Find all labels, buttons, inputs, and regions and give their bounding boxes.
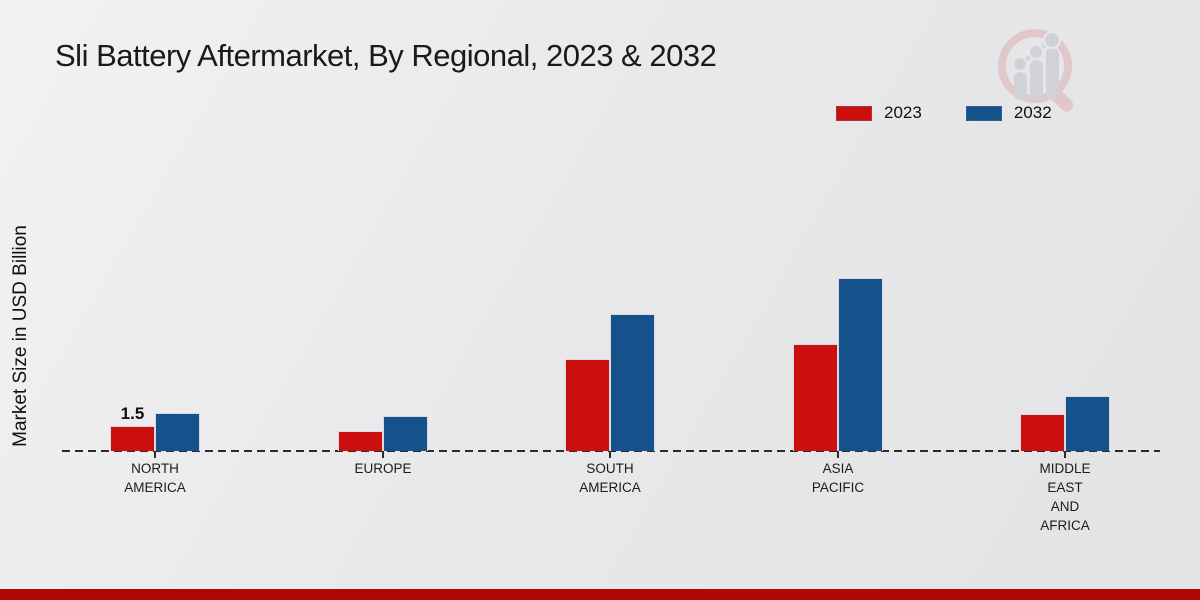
- x-axis-tick: [382, 451, 384, 458]
- bar-2023-europe: [338, 431, 383, 451]
- bar-value-label: 1.5: [120, 404, 145, 423]
- bar-2023-middle-east-and-africa: [1020, 414, 1065, 451]
- bar-2023-south-america: [565, 359, 610, 451]
- legend-item-2032: 2032: [965, 103, 1052, 123]
- legend-label-2023: 2023: [884, 103, 922, 122]
- legend-label-2032: 2032: [1013, 103, 1052, 122]
- x-axis-tick: [1064, 451, 1066, 458]
- chart-title: Sli Battery Aftermarket, By Regional, 20…: [55, 38, 717, 73]
- bar-2032-asia-pacific: [838, 278, 883, 451]
- legend-swatch-2032: [965, 105, 1002, 121]
- magnifier-bar-chart-logo-icon: [992, 22, 1082, 119]
- legend-swatch-2023: [836, 105, 872, 121]
- category-label-europe: EUROPE: [354, 461, 412, 476]
- bar-2032-middle-east-and-africa: [1065, 396, 1110, 451]
- legend-item-2023: 2023: [836, 103, 922, 123]
- bar-2032-south-america: [610, 314, 655, 451]
- x-axis-tick: [154, 451, 156, 458]
- x-axis-line: [62, 450, 1160, 452]
- bar-2023-north-america: [110, 426, 155, 451]
- category-label-south-america: SOUTH AMERICA: [579, 461, 641, 495]
- category-label-middle-east-and-africa: MIDDLE EAST AND AFRICA: [1039, 461, 1091, 533]
- x-axis-tick: [837, 451, 839, 458]
- legend: 2023 2032: [836, 103, 1052, 123]
- bottom-accent-bar: [0, 589, 1200, 600]
- category-label-north-america: NORTH AMERICA: [124, 461, 186, 495]
- x-axis-tick: [609, 451, 611, 458]
- bar-2023-asia-pacific: [793, 344, 838, 451]
- bar-2032-europe: [383, 416, 428, 451]
- category-label-asia-pacific: ASIA PACIFIC: [811, 461, 865, 495]
- bar-2032-north-america: [155, 413, 200, 451]
